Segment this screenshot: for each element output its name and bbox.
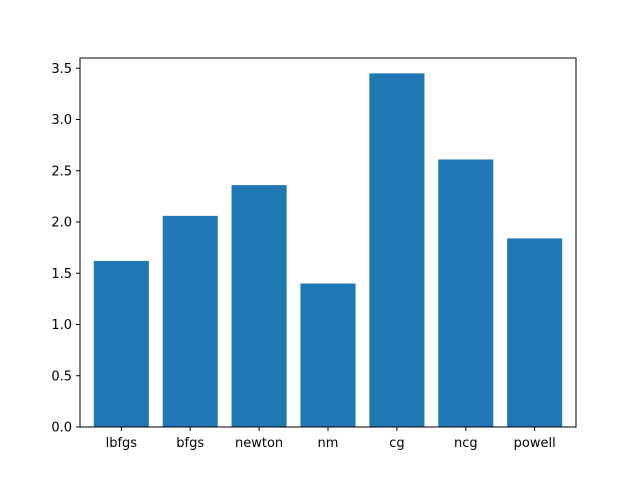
bar-lbfgs (93, 260, 149, 427)
x-tick-label-ncg: ncg (454, 436, 478, 451)
bars-group (93, 73, 563, 427)
x-tick-label-cg: cg (389, 436, 404, 451)
y-tick-label-0: 0.0 (51, 421, 72, 436)
x-tick-label-newton: newton (235, 436, 283, 451)
bar-bfgs (162, 215, 218, 427)
bar-cg (369, 73, 425, 427)
y-tick-label-1: 0.5 (51, 369, 72, 384)
y-tick-label-6: 3.0 (51, 113, 72, 128)
bar-nm (300, 283, 356, 427)
y-tick-label-3: 1.5 (51, 267, 72, 282)
x-tick-label-lbfgs: lbfgs (106, 436, 138, 451)
x-tick-label-nm: nm (318, 436, 339, 451)
x-tick-label-bfgs: bfgs (176, 436, 204, 451)
x-tick-label-powell: powell (514, 436, 556, 451)
y-tick-label-5: 2.5 (51, 164, 72, 179)
y-tick-label-2: 1.0 (51, 318, 72, 333)
y-tick-label-4: 2.0 (51, 216, 72, 231)
bar-newton (231, 185, 287, 427)
bar-ncg (438, 159, 494, 427)
y-tick-label-7: 3.5 (51, 62, 72, 77)
plot-area-frame (79, 57, 577, 428)
x-axis-ticks: lbfgs bfgs newton nm cg ncg powell (106, 427, 556, 451)
y-axis-ticks: 0.0 0.5 1.0 1.5 2.0 2.5 3.0 3.5 (51, 62, 80, 436)
bar-powell (507, 238, 563, 427)
